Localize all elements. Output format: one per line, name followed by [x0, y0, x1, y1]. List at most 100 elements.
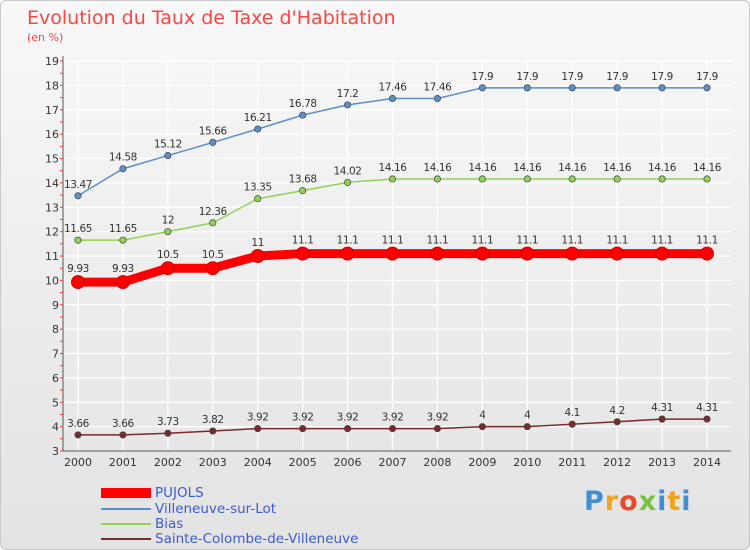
data-point — [703, 175, 711, 183]
data-point — [164, 429, 172, 437]
data-point — [388, 175, 397, 183]
data-label: 16.21 — [244, 112, 272, 124]
data-label: 3.73 — [157, 416, 179, 428]
x-tick-label: 2014 — [693, 456, 721, 469]
data-point — [250, 249, 265, 263]
y-tick-label: 8 — [52, 323, 59, 336]
logo-letter: r — [604, 486, 620, 517]
data-point — [74, 236, 82, 244]
y-tick-label: 13 — [45, 201, 59, 214]
y-tick-label: 14 — [45, 177, 59, 190]
data-point — [658, 84, 666, 92]
data-label: 11.1 — [606, 235, 628, 247]
data-point — [119, 236, 127, 244]
data-point — [209, 219, 217, 227]
x-tick-label: 2011 — [558, 456, 586, 469]
data-point — [475, 246, 490, 261]
proxiti-logo: Proxiti — [584, 486, 692, 517]
y-tick-label: 6 — [52, 372, 59, 385]
data-point — [344, 178, 352, 186]
legend-label-bias: Bias — [155, 516, 184, 532]
data-point — [119, 165, 127, 173]
data-label: 11.1 — [427, 235, 449, 247]
data-point — [160, 261, 175, 276]
data-point — [433, 425, 441, 433]
data-point — [658, 175, 666, 183]
data-label: 11.65 — [64, 223, 92, 235]
data-label: 17.9 — [696, 71, 718, 83]
data-label: 9.93 — [112, 263, 134, 275]
logo-letter: x — [638, 486, 658, 517]
chart-subtitle: (en %) — [27, 31, 64, 44]
data-label: 17.9 — [516, 71, 538, 83]
y-tick-label: 19 — [45, 55, 59, 68]
y-tick-label: 4 — [52, 421, 59, 434]
x-tick-label: 2007 — [379, 456, 407, 469]
data-point — [344, 425, 352, 433]
data-label: 14.16 — [558, 162, 587, 174]
data-label: 4.31 — [651, 402, 673, 414]
data-label: 11.65 — [109, 223, 137, 235]
data-point — [523, 175, 531, 183]
data-label: 11.1 — [696, 235, 718, 247]
data-label: 4.31 — [696, 402, 718, 414]
data-point — [613, 418, 621, 426]
data-point — [254, 125, 262, 133]
data-label: 11.1 — [292, 235, 314, 247]
data-point — [478, 423, 486, 431]
x-tick-label: 2002 — [154, 456, 182, 469]
x-tick-label: 2003 — [199, 456, 227, 469]
data-point — [388, 425, 397, 433]
data-label: 14.16 — [648, 162, 677, 174]
y-tick-label: 12 — [45, 226, 59, 239]
data-point — [700, 246, 714, 261]
data-point — [119, 431, 127, 439]
data-point — [115, 275, 130, 290]
x-tick-label: 2000 — [64, 456, 92, 469]
data-label: 14.16 — [513, 162, 542, 174]
logo-letter: t — [667, 486, 682, 517]
data-label: 9.93 — [67, 263, 89, 275]
data-point — [430, 246, 445, 261]
data-label: 17.46 — [378, 82, 407, 94]
data-label: 17.9 — [606, 71, 628, 83]
data-point — [299, 187, 307, 195]
legend-swatch-pujols — [101, 488, 151, 498]
data-point — [433, 94, 441, 103]
data-label: 13.47 — [64, 179, 92, 191]
legend-swatch-bias — [101, 523, 151, 525]
data-point — [254, 195, 262, 203]
data-point — [74, 192, 82, 200]
data-point — [164, 228, 172, 236]
data-label: 11.1 — [471, 235, 493, 247]
data-point — [523, 84, 531, 92]
data-point — [209, 138, 217, 146]
data-point — [613, 84, 621, 92]
data-label: 14.16 — [423, 162, 452, 174]
data-point — [74, 431, 82, 439]
data-point — [385, 246, 400, 261]
data-label: 10.5 — [157, 249, 179, 261]
data-label: 3.66 — [67, 418, 89, 430]
y-tick-label: 17 — [45, 104, 59, 117]
data-label: 11.1 — [337, 235, 359, 247]
data-point — [655, 246, 670, 261]
data-point — [344, 101, 352, 109]
x-tick-label: 2006 — [334, 456, 362, 469]
y-tick-label: 3 — [52, 445, 59, 458]
data-label: 13.35 — [244, 182, 272, 194]
data-label: 12 — [162, 215, 175, 227]
data-label: 10.5 — [202, 249, 224, 261]
data-label: 14.16 — [603, 162, 632, 174]
x-tick-label: 2013 — [648, 456, 676, 469]
legend-swatch-villeneuve — [101, 508, 151, 510]
logo-letter: i — [681, 486, 692, 517]
data-label: 14.16 — [468, 162, 497, 174]
data-point — [254, 425, 262, 433]
data-label: 4 — [479, 410, 486, 422]
data-point — [703, 415, 711, 423]
data-label: 4 — [524, 410, 531, 422]
data-label: 12.36 — [199, 206, 228, 218]
